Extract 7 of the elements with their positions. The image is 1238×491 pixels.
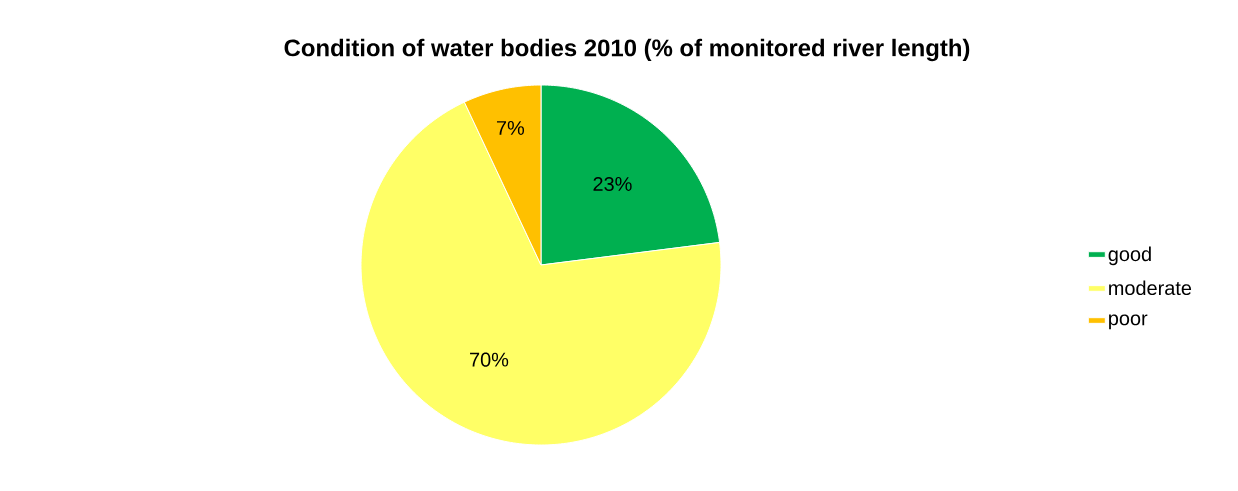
data-label: 23%	[593, 176, 632, 192]
legend-label: good	[1108, 246, 1151, 266]
legend-label: poor	[1109, 314, 1148, 330]
data-label: 70%	[470, 352, 509, 367]
data-label: 7%	[496, 121, 525, 135]
legend-label: moderate	[1109, 280, 1192, 296]
chart-title: Condition of water bodies 2010 (% of monitored river length)	[284, 38, 970, 62]
